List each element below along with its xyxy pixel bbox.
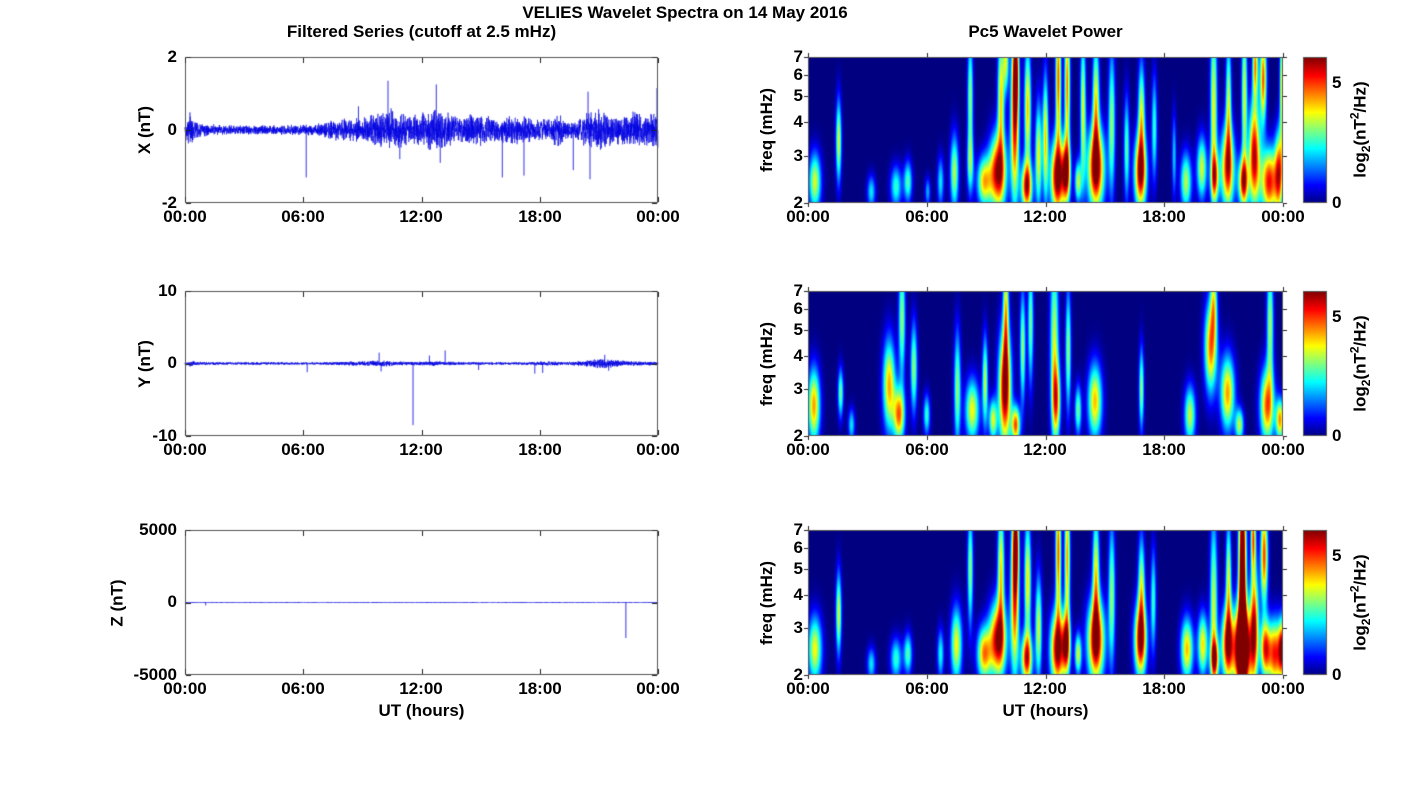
- freq-tick-label: 6: [793, 65, 803, 84]
- x-tick-label: 00:00: [636, 679, 680, 698]
- colorbar-tick-label: 5: [1332, 307, 1342, 326]
- colorbar: [1293, 47, 1337, 213]
- z-wavelet-spectrogram-canvas: [798, 520, 1293, 685]
- freq-tick-label: 2: [793, 193, 803, 212]
- freq-tick-label: 5: [793, 86, 803, 105]
- colorbar-label: log2(nT2/Hz): [1347, 554, 1373, 651]
- left-column-title: Filtered Series (cutoff at 2.5 mHz): [286, 22, 557, 41]
- y-tick-label: 0: [167, 353, 177, 372]
- z-series-plot-canvas: [175, 520, 668, 685]
- colorbar-tick-label: 5: [1332, 73, 1342, 92]
- freq-tick-label: 4: [793, 112, 803, 131]
- x-tick-label: 12:00: [1023, 679, 1067, 698]
- x-tick-label: 06:00: [281, 207, 325, 226]
- freq-tick-label: 3: [793, 618, 803, 637]
- x-tick-label: 12:00: [399, 440, 443, 459]
- freq-tick-label: 4: [793, 585, 803, 604]
- freq-tick-label: 2: [793, 665, 803, 684]
- colorbar-tick-label: 5: [1332, 546, 1342, 565]
- x-tick-label: 00:00: [636, 207, 680, 226]
- colorbar-tick-label: 0: [1332, 193, 1342, 212]
- x-tick-label: 18:00: [1142, 207, 1186, 226]
- y-tick-label: -10: [152, 426, 177, 445]
- colorbar: [1293, 281, 1337, 446]
- x-tick-label: 12:00: [399, 679, 443, 698]
- time-axis-label: UT (hours): [1002, 701, 1089, 720]
- x-tick-label: 00:00: [163, 207, 207, 226]
- freq-tick-label: 2: [793, 426, 803, 445]
- y-tick-label: -5000: [133, 665, 177, 684]
- freq-tick-label: 7: [793, 281, 803, 300]
- x-tick-label: 00:00: [786, 207, 830, 226]
- x-series-plot-canvas: [175, 47, 668, 213]
- x-tick-label: 00:00: [636, 440, 680, 459]
- y-tick-label: 10: [158, 281, 177, 300]
- x-tick-label: 12:00: [399, 207, 443, 226]
- x-tick-label: 12:00: [1023, 440, 1067, 459]
- colorbar-label: log2(nT2/Hz): [1347, 315, 1373, 412]
- colorbar-tick-label: 0: [1332, 426, 1342, 445]
- x-tick-label: 00:00: [786, 440, 830, 459]
- colorbar-tick-label: 0: [1332, 665, 1342, 684]
- x-tick-label: 00:00: [786, 679, 830, 698]
- x-tick-label: 18:00: [518, 207, 562, 226]
- colorbar-label: log2(nT2/Hz): [1347, 81, 1373, 179]
- x-tick-label: 18:00: [518, 440, 562, 459]
- x-tick-label: 00:00: [163, 679, 207, 698]
- y-series-plot-canvas: [175, 281, 668, 446]
- x-tick-label: 06:00: [281, 679, 325, 698]
- x-tick-label: 18:00: [1142, 440, 1186, 459]
- freq-tick-label: 4: [793, 346, 803, 365]
- freq-tick-label: 6: [793, 299, 803, 318]
- right-column-title: Pc5 Wavelet Power: [968, 22, 1123, 41]
- freq-tick-label: 7: [793, 520, 803, 539]
- x-tick-label: 18:00: [1142, 679, 1186, 698]
- freq-tick-label: 5: [793, 320, 803, 339]
- freq-tick-label: 3: [793, 146, 803, 165]
- freq-tick-label: 7: [793, 47, 803, 66]
- time-axis-label: UT (hours): [378, 701, 465, 720]
- x-tick-label: 12:00: [1023, 207, 1067, 226]
- x-tick-label: 06:00: [905, 207, 949, 226]
- y-wavelet-spectrogram-canvas: [798, 281, 1293, 446]
- figure-title: VELIES Wavelet Spectra on 14 May 2016: [522, 3, 848, 22]
- freq-tick-label: 6: [793, 538, 803, 557]
- y-tick-label: -2: [161, 193, 177, 212]
- y-tick-label: 0: [167, 120, 177, 139]
- colorbar: [1293, 520, 1337, 685]
- x-tick-label: 00:00: [163, 440, 207, 459]
- x-tick-label: 18:00: [518, 679, 562, 698]
- y-tick-label: 0: [167, 592, 177, 611]
- x-wavelet-spectrogram-canvas: [798, 47, 1293, 213]
- freq-tick-label: 5: [793, 559, 803, 578]
- y-tick-label: 2: [167, 47, 177, 66]
- x-tick-label: 06:00: [905, 679, 949, 698]
- x-tick-label: 06:00: [281, 440, 325, 459]
- x-tick-label: 06:00: [905, 440, 949, 459]
- y-tick-label: 5000: [139, 520, 177, 539]
- freq-tick-label: 3: [793, 379, 803, 398]
